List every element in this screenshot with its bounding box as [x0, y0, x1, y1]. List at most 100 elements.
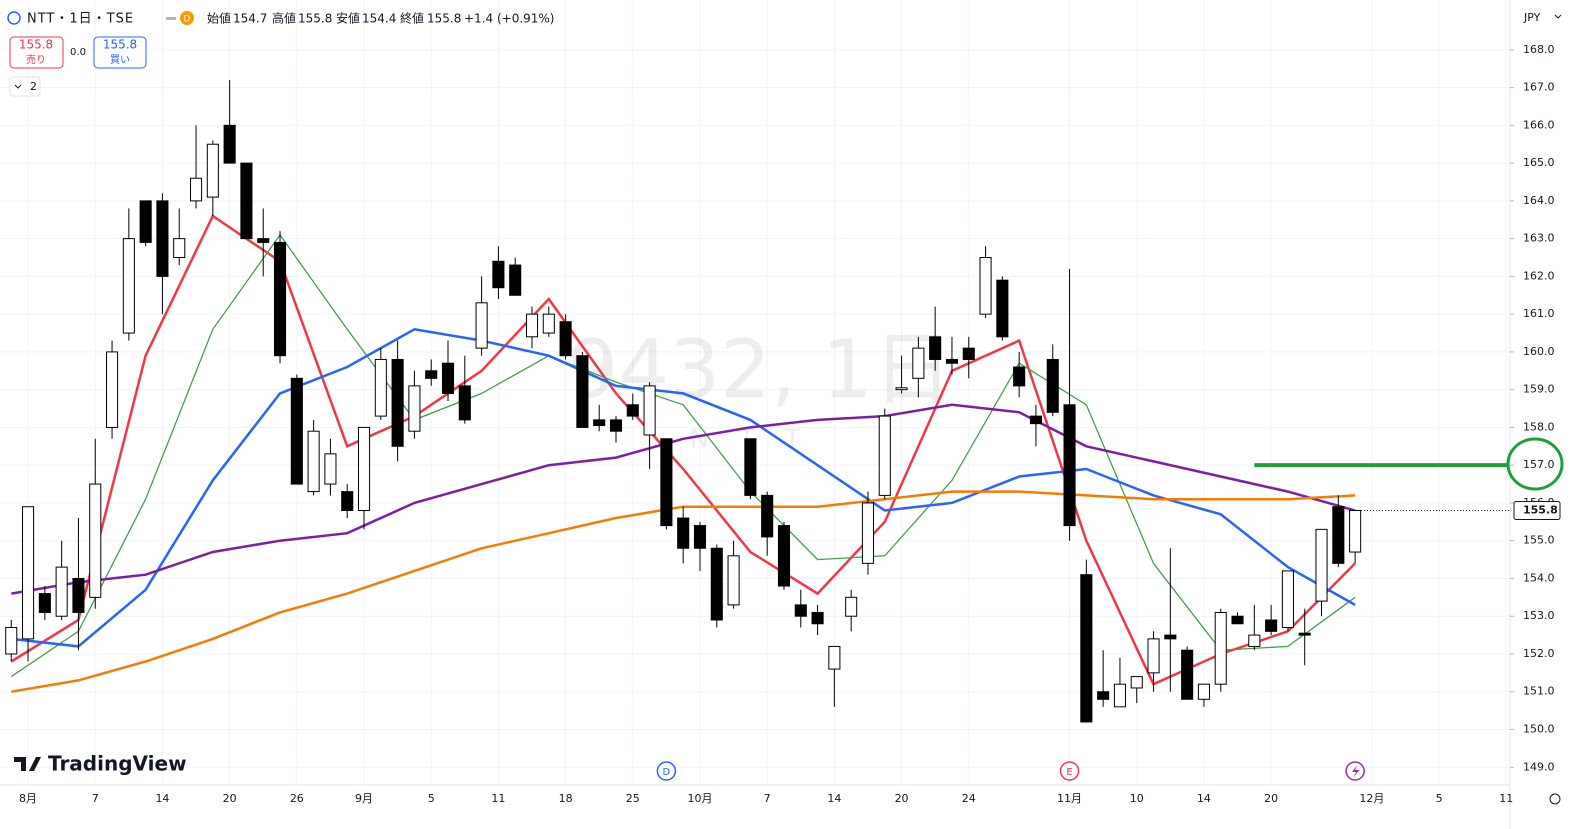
x-tick-label: 11: [491, 792, 505, 805]
chevron: [14, 84, 22, 89]
y-tick-label: 167.0: [1523, 81, 1555, 94]
ohlc-value: 155.8: [427, 12, 461, 26]
settings-icon[interactable]: [1549, 793, 1561, 805]
y-tick-label: 155.0: [1523, 534, 1555, 547]
x-tick-label: 5: [1436, 792, 1443, 805]
candle-body: [55, 566, 68, 617]
candle-body: [223, 124, 236, 164]
candle-body: [542, 313, 555, 334]
ohlc-label: 終値: [400, 11, 424, 26]
x-tick-label: 14: [155, 792, 169, 805]
last-price-label: 155.8: [1523, 503, 1558, 516]
candle-body: [1130, 676, 1143, 689]
candle-body: [609, 419, 623, 432]
candle-body: [1214, 611, 1227, 685]
y-tick-label: 161.0: [1523, 307, 1555, 320]
candle-body: [72, 577, 85, 613]
candle-body: [878, 415, 891, 496]
candle-body: [828, 645, 841, 670]
candle-body: [1248, 634, 1261, 647]
candle-body: [895, 387, 908, 391]
candle-body: [509, 264, 522, 296]
change: +1.4 (+0.91%): [464, 12, 555, 26]
candle-body: [1231, 615, 1244, 625]
candle-body: [139, 200, 152, 243]
ohlc-label: 始値: [207, 11, 231, 26]
candle-body: [945, 358, 959, 364]
candle-body: [1164, 634, 1177, 640]
candle-body: [1197, 683, 1210, 700]
spread: 0.0: [70, 47, 86, 58]
moving-average: [11, 403, 1356, 595]
candle-body: [1113, 683, 1126, 708]
candle-body: [341, 491, 354, 511]
candle-body: [626, 404, 639, 417]
candle-body: [1281, 570, 1294, 629]
buy-button[interactable]: [93, 36, 147, 69]
candle-body: [576, 355, 589, 428]
ohlc-value: 155.8: [298, 12, 332, 26]
y-tick-label: 149.0: [1523, 760, 1555, 773]
candle-body: [391, 358, 404, 447]
x-tick-label: 18: [559, 792, 573, 805]
candle-body: [1349, 509, 1362, 553]
candle-body: [1063, 404, 1076, 527]
event-label: D: [663, 767, 671, 778]
y-tick-label: 163.0: [1523, 232, 1555, 245]
y-tick-label: 162.0: [1523, 269, 1555, 282]
candle-body: [1298, 632, 1311, 636]
candle-body: [240, 162, 253, 240]
candle-body: [593, 419, 606, 427]
candle-body: [979, 257, 992, 315]
y-tick-label: 157.0: [1523, 458, 1555, 471]
buy-label: 買い: [110, 54, 130, 66]
sell-button[interactable]: [9, 36, 64, 69]
candle-body: [307, 430, 320, 493]
candle-body: [845, 596, 858, 617]
indicators-toggle[interactable]: [9, 76, 41, 97]
candle-body: [173, 238, 186, 259]
candle-body: [996, 279, 1009, 338]
y-tick-label: 168.0: [1523, 43, 1555, 56]
candle-body: [811, 611, 824, 625]
x-tick-label: 10: [1130, 792, 1144, 805]
candle-body: [206, 143, 219, 198]
candle-body: [1013, 366, 1026, 387]
candle-body: [1080, 574, 1093, 723]
x-tick-label: 10月: [687, 792, 712, 805]
y-tick-label: 153.0: [1523, 609, 1555, 622]
candle-body: [22, 506, 35, 640]
source-badge: [180, 11, 194, 25]
moving-average: [10, 214, 1356, 686]
y-tick-label: 160.0: [1523, 345, 1555, 358]
logo-icon: [14, 757, 41, 771]
candle-body: [962, 347, 975, 360]
x-tick-label: 9月: [355, 792, 373, 805]
ohlc-value: 154.7: [233, 12, 267, 26]
x-tick-label: 12月: [1359, 792, 1384, 805]
x-tick-label: 26: [290, 792, 304, 805]
candle-body: [89, 483, 102, 598]
candle-body: [189, 177, 203, 202]
y-tick-label: 165.0: [1523, 156, 1555, 169]
chevron: [1554, 14, 1562, 19]
candle-body: [273, 241, 287, 357]
candle-body: [693, 525, 707, 549]
buy-price: 155.8: [103, 38, 137, 52]
candle-body: [929, 336, 942, 360]
axes: 149.0150.0151.0152.0153.0154.0155.0156.0…: [19, 43, 1561, 805]
candle-body: [525, 313, 539, 338]
y-tick-label: 164.0: [1523, 194, 1555, 207]
x-tick-label: 8月: [19, 792, 37, 805]
x-tick-label: 20: [895, 792, 909, 805]
candle-body: [425, 370, 438, 379]
candle-body: [122, 238, 135, 334]
y-tick-label: 152.0: [1523, 647, 1555, 660]
candle-body: [374, 358, 387, 417]
x-tick-label: 7: [764, 792, 771, 805]
candle-body: [1147, 638, 1160, 674]
candle-body: [257, 238, 270, 243]
currency: JPY: [1523, 11, 1541, 24]
last-price-badge: [1513, 500, 1561, 520]
